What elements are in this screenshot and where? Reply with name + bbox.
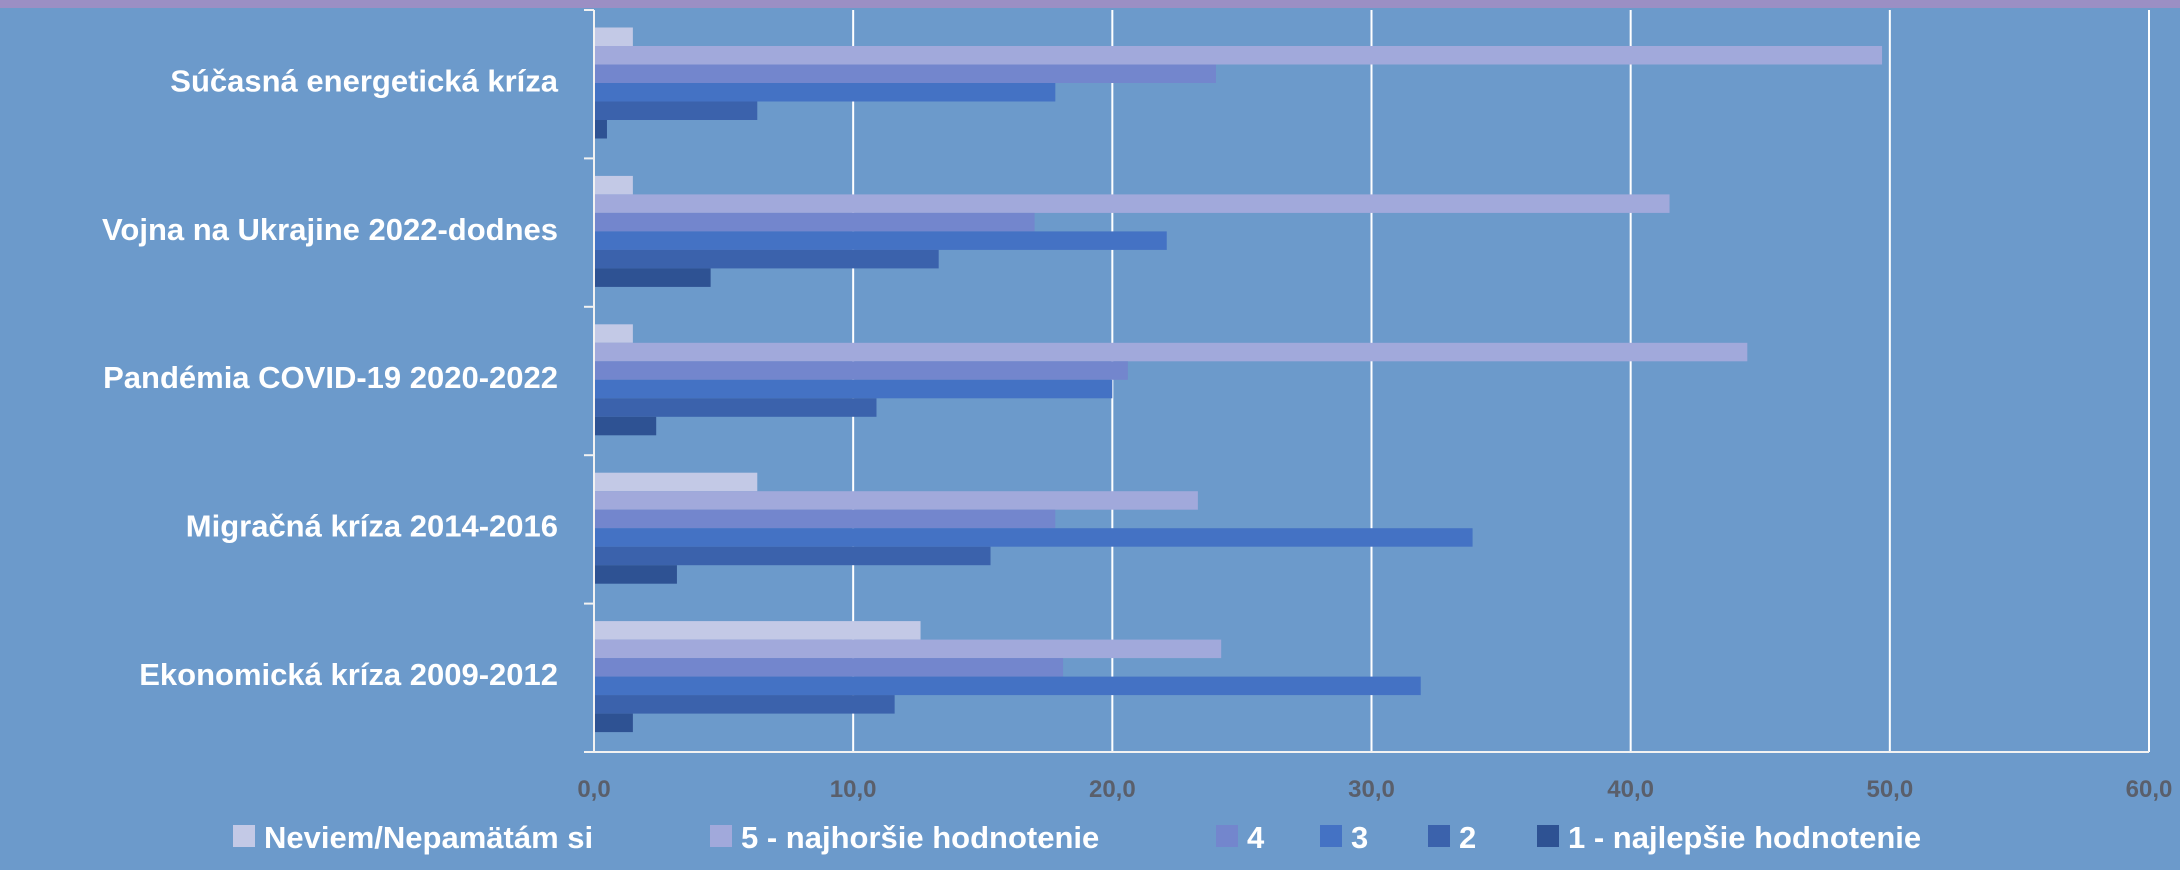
bar	[594, 249, 939, 269]
bar	[594, 398, 877, 417]
legend-label: Neviem/Nepamätám si	[264, 820, 593, 855]
legend-swatch	[710, 825, 732, 847]
legend-label: 1 - najlepšie hodnotenie	[1568, 820, 1921, 855]
legend-swatch	[1320, 825, 1342, 847]
bar	[594, 565, 677, 584]
bar	[594, 46, 1883, 65]
bar	[594, 658, 1064, 677]
bar	[594, 379, 1113, 399]
bar	[594, 83, 1056, 102]
x-tick-label: 10,0	[830, 776, 877, 803]
bar	[594, 639, 1222, 659]
x-tick-label: 20,0	[1089, 776, 1136, 803]
x-tick-label: 30,0	[1348, 776, 1395, 803]
bar	[594, 175, 633, 195]
bar	[594, 713, 633, 733]
category-label: Ekonomická kríza 2009-2012	[139, 657, 558, 692]
legend-swatch	[1216, 825, 1238, 847]
bar	[594, 491, 1198, 510]
x-tick-label: 0,0	[577, 776, 610, 803]
bar	[594, 546, 991, 566]
legend-swatch	[1428, 825, 1450, 847]
top-strip	[0, 0, 2180, 8]
legend-label: 3	[1351, 820, 1368, 855]
category-label: Pandémia COVID-19 2020-2022	[103, 360, 558, 395]
category-label: Migračná kríza 2014-2016	[186, 509, 558, 544]
bar	[594, 528, 1473, 547]
x-tick-label: 50,0	[1866, 776, 1913, 803]
legend-swatch	[233, 825, 255, 847]
bar	[594, 621, 921, 640]
bar	[594, 268, 711, 287]
bar	[594, 120, 607, 139]
bar	[594, 676, 1421, 696]
bar	[594, 695, 895, 714]
legend-swatch	[1537, 825, 1559, 847]
category-label: Vojna na Ukrajine 2022-dodnes	[102, 212, 558, 247]
category-label: Súčasná energetická kríza	[170, 63, 558, 98]
legend-label: 4	[1247, 820, 1265, 855]
x-tick-label: 40,0	[1607, 776, 1654, 803]
legend-label: 5 - najhoršie hodnotenie	[741, 820, 1099, 855]
bar	[594, 509, 1056, 529]
bar	[594, 324, 633, 343]
legend-label: 2	[1459, 820, 1476, 855]
bar	[594, 231, 1167, 250]
bar	[594, 194, 1670, 213]
bar	[594, 342, 1748, 362]
bar	[594, 101, 758, 120]
bar	[594, 416, 657, 436]
bar	[594, 27, 633, 46]
bar	[594, 361, 1128, 380]
bar	[594, 212, 1035, 232]
x-tick-label: 60,0	[2126, 776, 2173, 803]
bar	[594, 472, 758, 492]
bar	[594, 64, 1216, 83]
